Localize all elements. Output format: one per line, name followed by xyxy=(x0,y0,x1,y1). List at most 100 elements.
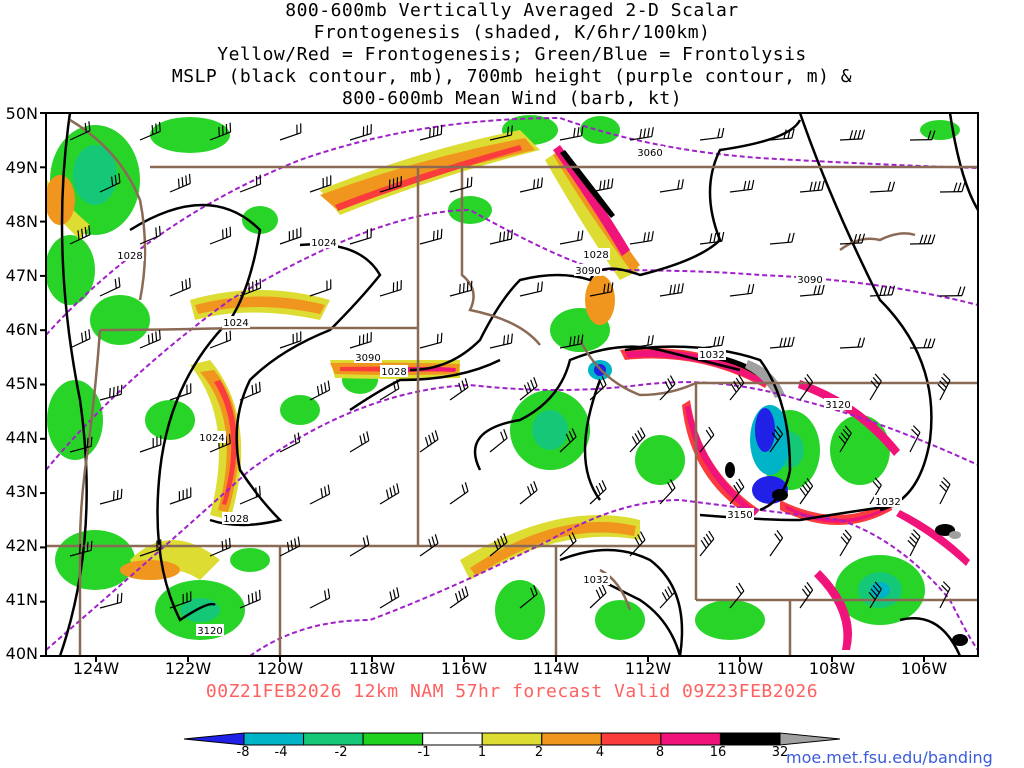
wind-barb xyxy=(99,277,121,297)
state-boundaries xyxy=(46,118,978,656)
wind-barb xyxy=(169,173,191,193)
wind-barb xyxy=(869,477,882,505)
title-line: 800-600mb Mean Wind (barb, kt) xyxy=(341,88,683,109)
wind-barb xyxy=(939,477,951,505)
svg-text:1028: 1028 xyxy=(117,251,142,262)
colorbar-segment xyxy=(183,732,245,746)
wind-barb xyxy=(69,436,93,453)
wind-barb xyxy=(449,280,473,297)
credit-link[interactable]: moe.met.fsu.edu/banding xyxy=(786,748,993,767)
mslp-label: 1028 xyxy=(380,365,408,378)
height-label: 3090 xyxy=(574,264,602,277)
svg-text:1024: 1024 xyxy=(199,433,224,444)
colorbar-segment xyxy=(422,732,483,746)
colorbar-segment xyxy=(481,732,543,746)
height-label: 3150 xyxy=(726,508,754,521)
svg-text:3090: 3090 xyxy=(355,353,380,364)
colorbar-segment xyxy=(660,732,721,746)
wind-barb xyxy=(349,431,370,453)
wind-barb xyxy=(519,585,538,609)
lon-label: 110W xyxy=(716,659,764,678)
wind-barb xyxy=(799,180,825,193)
wind-barb xyxy=(659,375,676,401)
mslp-label: 1032 xyxy=(874,495,902,508)
wind-barb xyxy=(629,231,654,245)
valid-time: 00Z21FEB2026 12km NAM 57hr forecast Vali… xyxy=(205,681,819,702)
wind-barb xyxy=(449,482,469,505)
wind-barb xyxy=(69,121,91,141)
lat-label: 44N xyxy=(5,428,38,447)
wind-barb xyxy=(699,231,725,245)
svg-text:3120: 3120 xyxy=(825,400,850,411)
wind-barb xyxy=(279,123,302,141)
wind-barb xyxy=(349,332,372,349)
colorbar-label: 32 xyxy=(771,745,789,760)
height-label: 3120 xyxy=(196,624,224,637)
wind-barb xyxy=(769,426,784,453)
wind-barb xyxy=(169,277,191,297)
svg-text:1032: 1032 xyxy=(875,497,900,508)
wind-barb xyxy=(839,529,852,557)
wind-barb xyxy=(239,278,262,297)
wind-barb xyxy=(349,228,372,245)
wind-barb xyxy=(279,432,301,453)
wind-barb xyxy=(99,384,123,401)
lat-label: 45N xyxy=(5,374,38,393)
wind-barb xyxy=(937,373,951,401)
wind-barb xyxy=(379,379,400,401)
svg-text:3090: 3090 xyxy=(797,275,822,286)
wind-barb xyxy=(799,374,814,401)
wind-barb xyxy=(559,230,584,245)
wind-barb xyxy=(99,592,123,609)
wind-barb xyxy=(519,177,543,193)
lat-label: 49N xyxy=(5,158,38,177)
svg-text:3120: 3120 xyxy=(197,626,222,637)
lat-label: 41N xyxy=(5,590,38,609)
wind-barb xyxy=(489,125,513,141)
wind-barb xyxy=(209,330,232,349)
wind-barb xyxy=(838,425,852,453)
wind-barb xyxy=(349,535,370,557)
wind-barb xyxy=(209,226,232,245)
wind-barb xyxy=(419,430,439,453)
wind-barb xyxy=(839,129,866,141)
wind-barb xyxy=(559,126,584,141)
contour-label-group: 1028 1024 1024 1024 1028 1028 1028 1032 … xyxy=(116,146,902,637)
mslp-label: 1028 xyxy=(222,512,250,525)
svg-text:1024: 1024 xyxy=(311,238,336,249)
wind-barb xyxy=(909,425,921,453)
wind-barb xyxy=(699,127,725,141)
wind-barb xyxy=(449,378,469,401)
wind-barb xyxy=(419,332,443,349)
svg-text:1032: 1032 xyxy=(699,350,724,361)
wind-barb xyxy=(379,176,402,193)
wind-barb xyxy=(869,285,896,297)
height-label: 3060 xyxy=(636,146,664,159)
lon-label: 114W xyxy=(532,659,580,678)
wind-barb xyxy=(139,539,162,557)
wind-barb xyxy=(907,529,921,557)
svg-text:3150: 3150 xyxy=(727,510,752,521)
lat-label: 40N xyxy=(5,644,38,663)
wind-barb xyxy=(489,229,513,245)
wind-barb xyxy=(629,127,654,141)
colorbar-segment xyxy=(303,732,364,746)
wind-barb xyxy=(69,225,91,245)
wind-barb xyxy=(659,283,684,297)
colorbar-label: -4 xyxy=(274,745,288,760)
lon-label: 106W xyxy=(900,659,948,678)
colorbar-segment xyxy=(541,732,602,746)
svg-text:1032: 1032 xyxy=(583,575,608,586)
wind-barb xyxy=(419,124,443,141)
wind-barb xyxy=(139,329,161,349)
wind-barb xyxy=(559,334,584,349)
frontogenesis-shading xyxy=(46,113,978,656)
wind-barb xyxy=(69,329,91,349)
wind-barb xyxy=(629,427,646,453)
wind-barb xyxy=(729,179,755,193)
wind-barb xyxy=(139,435,162,453)
wind-barb xyxy=(169,487,192,505)
map-title: 800-600mb Vertically Averaged 2-D Scalar… xyxy=(0,0,1024,110)
wind-barb xyxy=(699,426,715,453)
